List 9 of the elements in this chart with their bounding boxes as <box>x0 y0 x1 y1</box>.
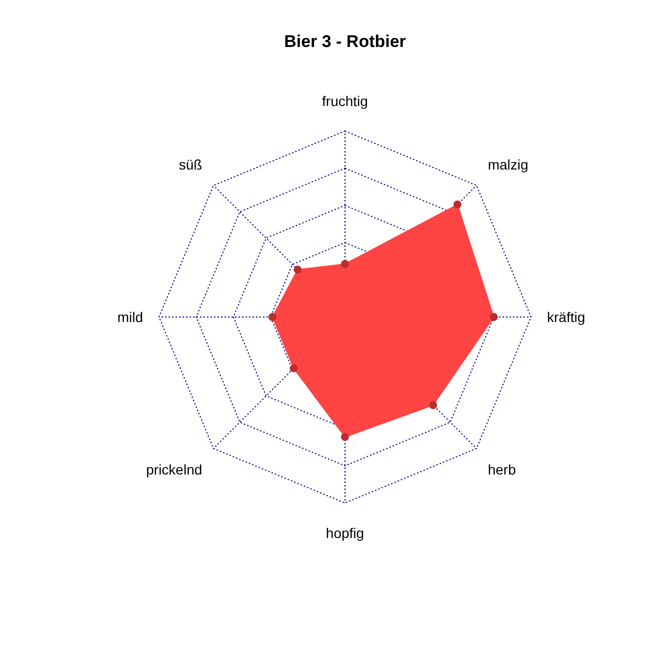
chart-title: Bier 3 - Rotbier <box>284 32 406 51</box>
spoke-label: malzig <box>488 156 528 172</box>
spoke-label: mild <box>117 309 143 325</box>
spoke-label: kräftig <box>547 309 586 325</box>
spoke-label: prickelnd <box>146 462 202 478</box>
spoke-label: hopfig <box>326 525 364 541</box>
spoke-label: süß <box>178 156 202 172</box>
spoke-label: fruchtig <box>322 93 368 109</box>
spoke-label: herb <box>488 462 516 478</box>
